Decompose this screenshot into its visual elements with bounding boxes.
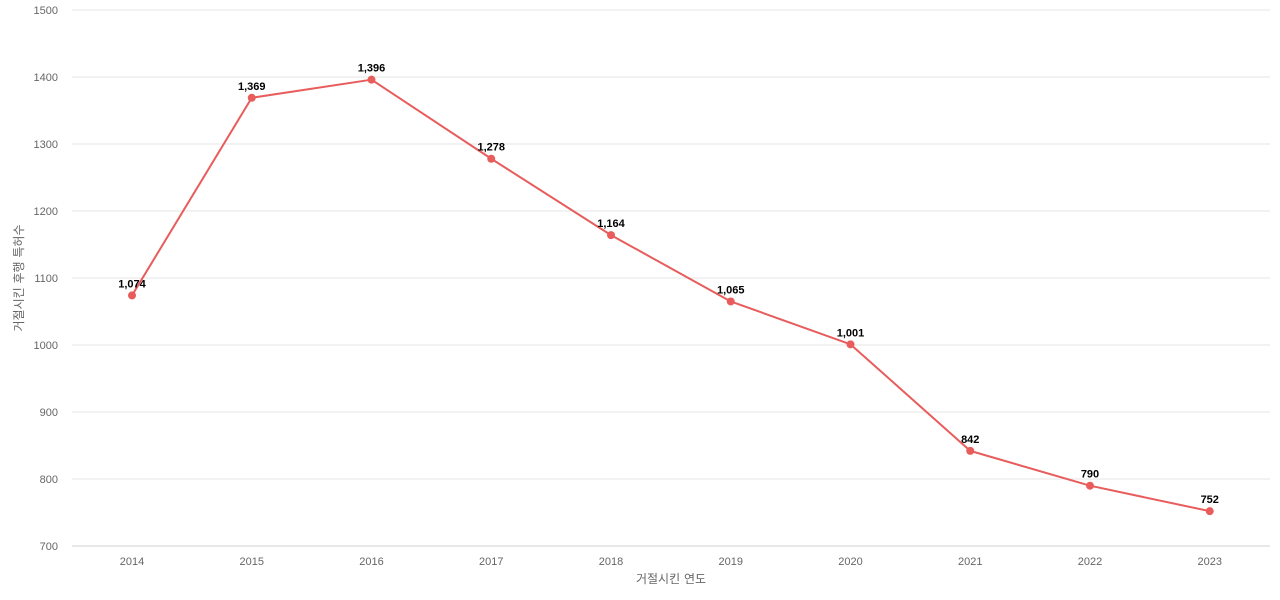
y-tick-label: 1500 <box>34 5 58 17</box>
series-line-group <box>131 78 1210 513</box>
y-tick-label: 800 <box>40 474 58 486</box>
data-point[interactable] <box>607 231 615 240</box>
x-axis-title: 거절시킨 연도 <box>636 572 706 586</box>
y-tick-label: 700 <box>40 541 58 553</box>
y-tick-label: 1200 <box>34 206 58 218</box>
grid-lines <box>72 9 1270 547</box>
data-point[interactable] <box>1086 481 1094 490</box>
y-tick-label: 1100 <box>34 273 58 285</box>
data-point[interactable] <box>367 75 376 84</box>
x-tick-label: 2019 <box>719 556 743 568</box>
x-tick-label: 2022 <box>1078 556 1102 568</box>
x-tick-label: 2023 <box>1198 556 1222 568</box>
y-axis-ticks: 700 800 900 1000 1100 1200 1300 1400 1500 <box>34 5 58 553</box>
y-axis-title: 거절시킨 후행 특허수 <box>11 225 26 332</box>
x-tick-label: 2017 <box>479 556 503 568</box>
x-tick-label: 2020 <box>838 556 862 568</box>
data-label: 790 <box>1081 469 1099 481</box>
x-tick-label: 2015 <box>240 556 264 568</box>
data-point[interactable] <box>247 93 256 102</box>
y-tick-label: 1400 <box>34 72 58 84</box>
data-labels: 1,074 1,369 1,396 1,278 1,164 1,065 1,001 842 79… <box>118 63 1219 506</box>
x-axis-ticks: 2014 2015 2016 2017 2018 2019 2020 2021 2022 2023 <box>120 556 1222 568</box>
data-label: 1,278 <box>477 142 505 154</box>
data-label: 1,065 <box>717 284 745 296</box>
data-label: 1,001 <box>837 327 865 339</box>
data-label: 1,164 <box>597 218 625 230</box>
y-tick-label: 1000 <box>34 340 58 352</box>
data-label: 1,074 <box>118 278 146 290</box>
x-tick-label: 2016 <box>359 556 383 568</box>
data-point[interactable] <box>128 291 136 300</box>
data-label: 842 <box>961 434 979 446</box>
x-tick-label: 2014 <box>120 556 144 568</box>
series-line <box>131 78 1210 513</box>
x-tick-label: 2021 <box>958 556 982 568</box>
data-label: 1,396 <box>358 63 386 75</box>
data-point[interactable] <box>726 297 735 306</box>
data-label: 752 <box>1201 494 1219 506</box>
data-point[interactable] <box>1205 507 1214 516</box>
x-tick-label: 2018 <box>599 556 623 568</box>
y-tick-label: 900 <box>40 407 58 419</box>
y-tick-label: 1300 <box>34 139 58 151</box>
data-point[interactable] <box>846 340 855 349</box>
data-point[interactable] <box>487 154 496 163</box>
data-label: 1,369 <box>238 81 266 93</box>
data-points <box>128 75 1214 516</box>
data-point[interactable] <box>966 446 975 455</box>
